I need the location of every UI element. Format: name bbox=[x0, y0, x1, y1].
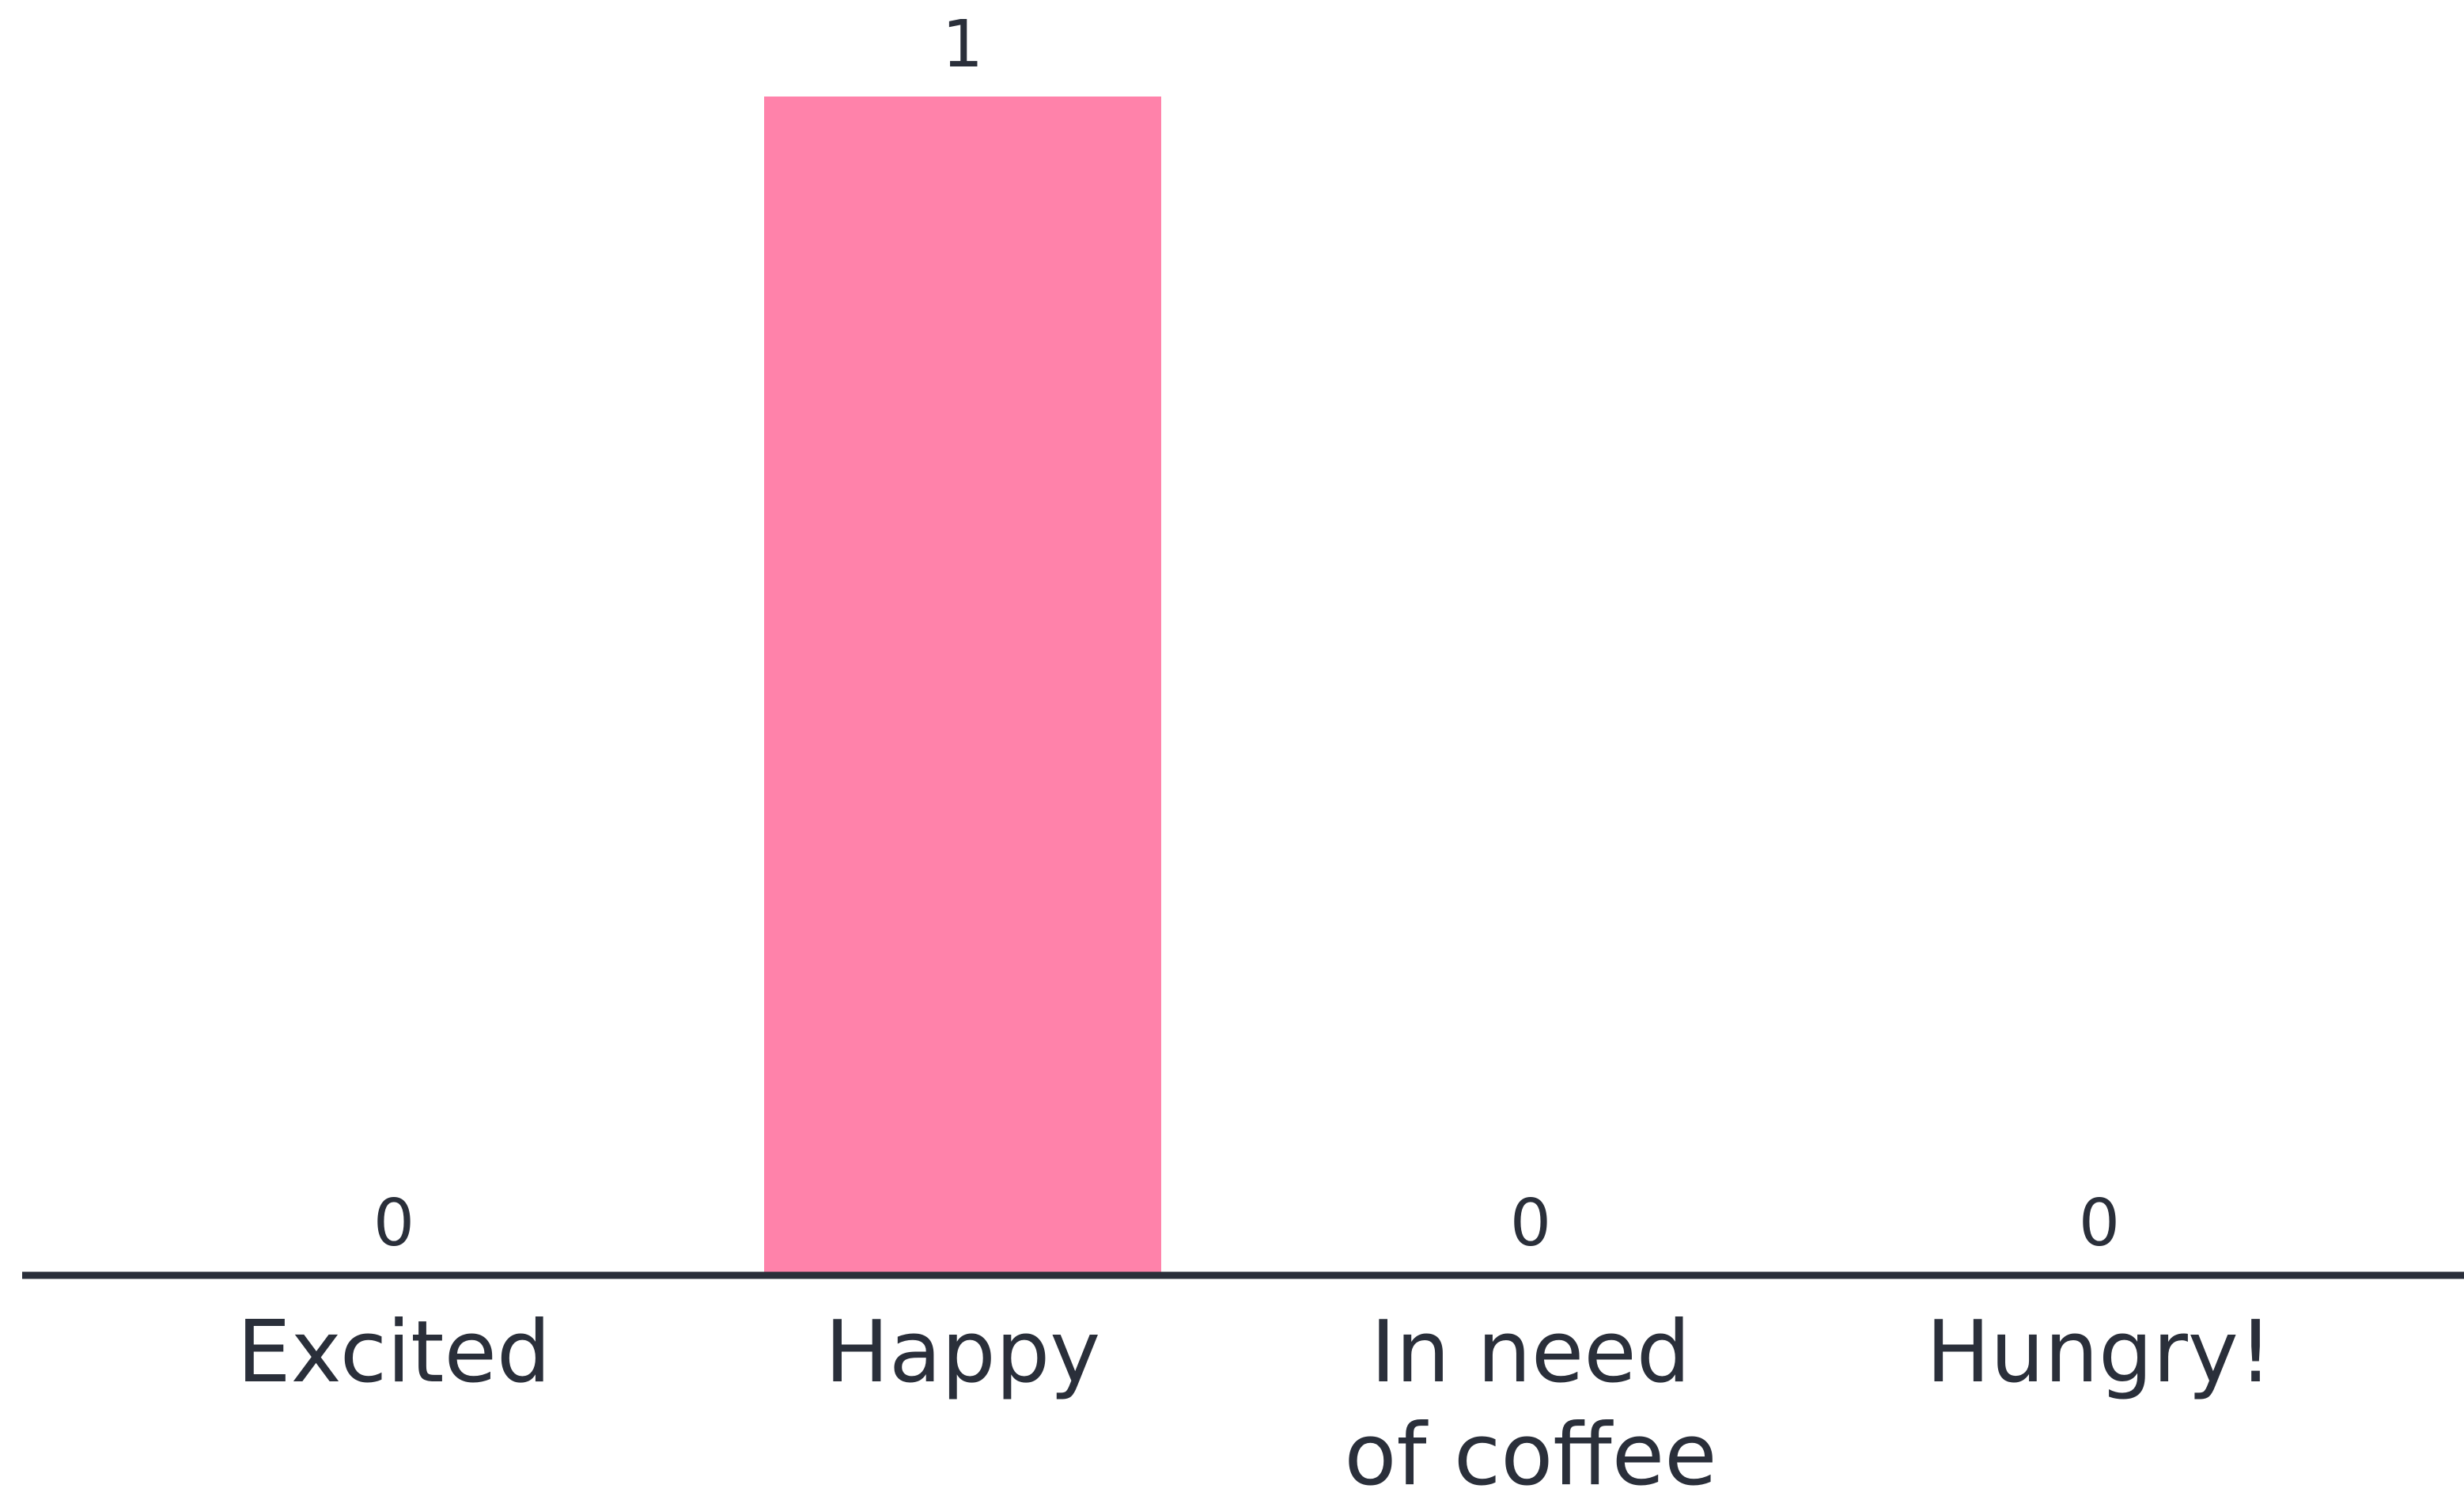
category-label-line: Excited bbox=[237, 1303, 551, 1402]
category-labels-layer: Excited Happy In need of coffee Hungry! bbox=[237, 1303, 2273, 1500]
value-labels-layer: 0 1 0 0 bbox=[373, 7, 2120, 1261]
value-label-1: 1 bbox=[942, 7, 983, 82]
category-label-line: Hungry! bbox=[1926, 1303, 2273, 1402]
bars-layer bbox=[764, 97, 1161, 1275]
category-label-2: In need of coffee bbox=[1344, 1303, 1716, 1500]
category-label-0: Excited bbox=[237, 1303, 551, 1402]
category-label-1: Happy bbox=[825, 1303, 1100, 1402]
value-label-2: 0 bbox=[1510, 1186, 1551, 1261]
category-label-line: Happy bbox=[825, 1303, 1100, 1402]
category-label-3: Hungry! bbox=[1926, 1303, 2273, 1402]
bar-1 bbox=[764, 97, 1161, 1275]
value-label-3: 0 bbox=[2079, 1186, 2120, 1261]
category-label-line: of coffee bbox=[1344, 1406, 1716, 1500]
category-label-line: In need bbox=[1371, 1303, 1691, 1402]
value-label-0: 0 bbox=[373, 1186, 414, 1261]
